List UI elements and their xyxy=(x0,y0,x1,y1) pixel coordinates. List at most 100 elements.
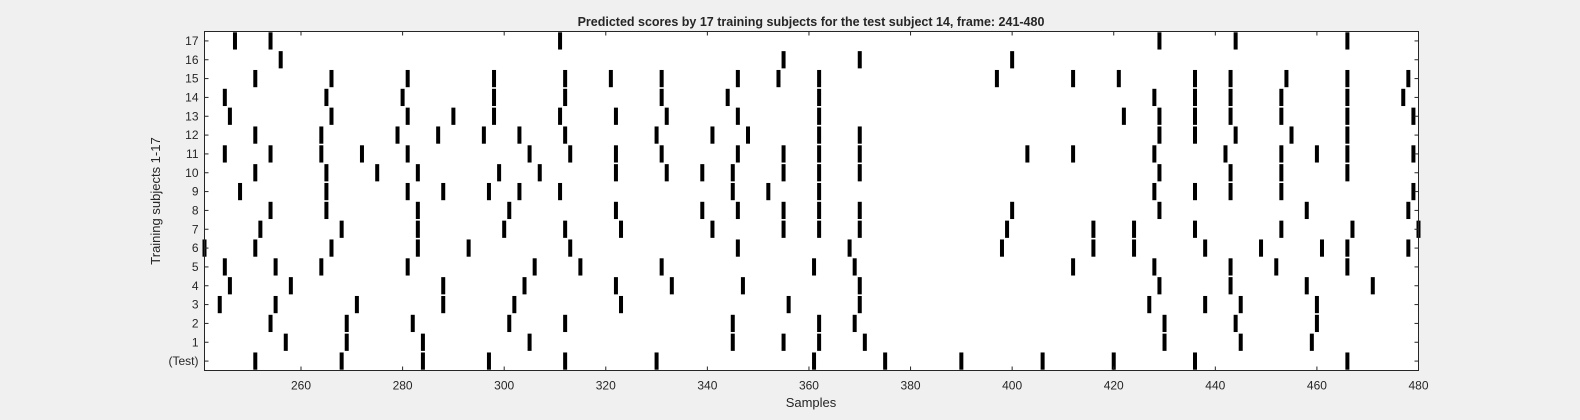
score-mark xyxy=(578,258,583,276)
x-tick-label: 320 xyxy=(596,379,616,393)
score-mark xyxy=(253,239,258,257)
score-mark xyxy=(994,69,999,88)
score-mark xyxy=(319,126,324,144)
chart-title: Predicted scores by 17 training subjects… xyxy=(578,15,1045,29)
y-tick-label: 14 xyxy=(185,90,199,104)
score-mark xyxy=(1259,239,1264,257)
score-mark xyxy=(563,220,568,238)
score-mark xyxy=(766,182,771,201)
score-mark xyxy=(1350,220,1355,238)
score-mark xyxy=(1370,277,1375,295)
plot-area xyxy=(204,31,1419,371)
score-mark xyxy=(1304,277,1309,295)
score-mark xyxy=(883,352,888,370)
score-mark xyxy=(492,69,497,88)
score-mark xyxy=(441,295,446,314)
x-tick-label: 340 xyxy=(697,379,717,393)
score-mark xyxy=(563,126,568,144)
score-mark xyxy=(1228,182,1233,201)
score-mark xyxy=(329,69,334,88)
score-mark xyxy=(654,352,659,370)
y-tick-label: (Test) xyxy=(169,354,199,368)
y-tick-label: 15 xyxy=(185,72,199,86)
score-mark xyxy=(735,239,740,257)
score-mark xyxy=(359,145,364,163)
score-mark xyxy=(1193,88,1198,107)
score-mark xyxy=(1132,220,1137,238)
score-mark xyxy=(730,314,735,333)
score-mark xyxy=(659,258,664,276)
score-mark xyxy=(781,51,786,69)
score-mark xyxy=(1193,352,1198,370)
score-mark xyxy=(817,182,822,201)
score-mark xyxy=(781,220,786,238)
score-mark xyxy=(1233,32,1238,50)
score-mark xyxy=(817,126,822,144)
score-mark xyxy=(1157,277,1162,295)
score-mark xyxy=(558,32,563,50)
score-mark xyxy=(420,333,425,351)
score-mark xyxy=(1157,107,1162,125)
score-mark xyxy=(415,239,420,257)
score-mark xyxy=(1071,69,1076,88)
score-mark xyxy=(613,277,618,295)
score-mark xyxy=(1314,295,1319,314)
y-tick-label: 1 xyxy=(192,335,199,349)
score-mark xyxy=(354,295,359,314)
score-mark xyxy=(1279,164,1284,182)
score-mark xyxy=(253,164,258,182)
score-mark xyxy=(1132,239,1137,257)
score-mark xyxy=(486,352,491,370)
score-mark xyxy=(619,295,624,314)
score-mark xyxy=(730,182,735,201)
score-mark xyxy=(405,258,410,276)
score-mark xyxy=(415,220,420,238)
score-mark xyxy=(568,239,573,257)
score-mark xyxy=(1279,107,1284,125)
x-tick-label: 480 xyxy=(1408,379,1428,393)
score-mark xyxy=(817,88,822,107)
score-mark xyxy=(730,164,735,182)
x-axis: 260 280 300 320 340 360 380 400 420 440 460 480 xyxy=(291,31,1429,393)
score-mark xyxy=(273,258,278,276)
score-mark xyxy=(466,239,471,257)
score-mark xyxy=(817,69,822,88)
score-mark xyxy=(324,201,329,220)
score-mark xyxy=(725,88,730,107)
score-mark xyxy=(375,164,380,182)
score-mark xyxy=(339,352,344,370)
score-mark xyxy=(1025,145,1030,163)
score-mark xyxy=(1121,107,1126,125)
score-mark xyxy=(781,164,786,182)
score-mark xyxy=(1411,107,1416,125)
score-mark xyxy=(1152,88,1157,107)
score-mark xyxy=(664,107,669,125)
score-mark xyxy=(613,107,618,125)
y-tick-label: 13 xyxy=(185,109,199,123)
score-mark xyxy=(781,145,786,163)
score-mark xyxy=(481,126,486,144)
score-mark xyxy=(1157,126,1162,144)
score-mark xyxy=(1345,239,1350,257)
y-tick-label: 17 xyxy=(185,34,199,48)
score-mark xyxy=(857,126,862,144)
score-mark xyxy=(659,145,664,163)
score-mark xyxy=(1010,51,1015,69)
score-mark xyxy=(344,314,349,333)
x-tick-label: 380 xyxy=(901,379,921,393)
score-mark xyxy=(395,126,400,144)
score-mark xyxy=(1233,126,1238,144)
score-mark xyxy=(451,107,456,125)
score-mark xyxy=(558,182,563,201)
score-mark xyxy=(227,277,232,295)
score-mark xyxy=(1289,126,1294,144)
score-mark xyxy=(817,145,822,163)
x-tick-label: 300 xyxy=(494,379,514,393)
score-mark xyxy=(278,51,283,69)
score-mark xyxy=(1193,182,1198,201)
score-mark xyxy=(1309,333,1314,351)
score-mark xyxy=(1111,352,1116,370)
score-mark xyxy=(730,333,735,351)
score-mark xyxy=(857,220,862,238)
score-mark xyxy=(1010,201,1015,220)
